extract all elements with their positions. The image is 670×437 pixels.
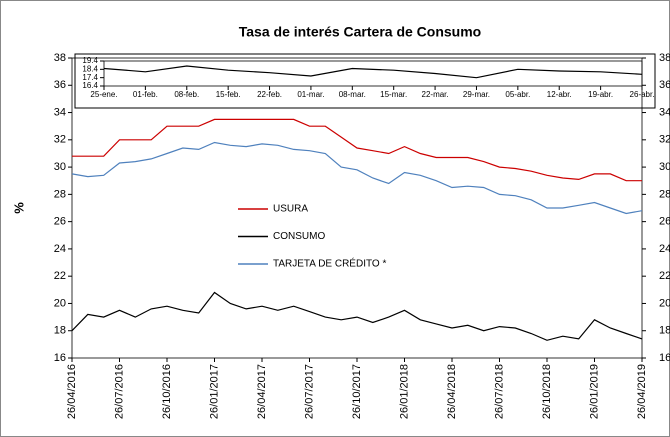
y-tick-label-right: 24	[659, 243, 670, 255]
series-line	[72, 118, 642, 182]
x-tick-label: 26-abr.	[630, 90, 655, 99]
x-tick-label: 26/04/2019	[636, 364, 648, 419]
y-tick-label-right: 20	[659, 297, 670, 309]
x-tick-label: 19-abr.	[588, 90, 613, 99]
y-tick-label: 16.4	[82, 81, 98, 90]
legend-label: CONSUMO	[273, 231, 325, 242]
legend-label: TARJETA DE CRÉDITO *	[273, 257, 386, 270]
y-tick-label: 18	[54, 325, 66, 337]
legend-label: USURA	[273, 204, 308, 215]
y-tick-label-right: 34	[659, 106, 670, 118]
y-tick-label-right: 28	[659, 188, 670, 200]
y-tick-label-right: 38	[659, 52, 670, 64]
x-tick-label: 12-abr.	[547, 90, 572, 99]
y-tick-label: 32	[54, 134, 66, 146]
y-tick-label-right: 30	[659, 161, 670, 173]
x-tick-label: 29-mar.	[463, 90, 490, 99]
y-tick-label: 20	[54, 297, 66, 309]
x-tick-label: 26/01/2017	[208, 364, 220, 419]
y-tick-label-right: 16	[659, 352, 670, 364]
y-tick-label-right: 26	[659, 216, 670, 228]
x-tick-label: 08-feb.	[174, 90, 199, 99]
x-tick-label: 05-abr.	[505, 90, 530, 99]
x-tick-label: 22-feb.	[257, 90, 282, 99]
x-tick-label: 26/10/2017	[351, 364, 363, 419]
y-tick-label-right: 36	[659, 79, 670, 91]
x-tick-label: 08-mar.	[339, 90, 366, 99]
x-tick-label: 01-mar.	[297, 90, 324, 99]
x-tick-label: 26/04/2018	[446, 364, 458, 419]
y-tick-label: 28	[54, 188, 66, 200]
series-line	[103, 65, 643, 79]
plot-area	[103, 60, 643, 87]
y-tick-label: 16	[54, 352, 66, 364]
y-tick-label: 17.4	[82, 73, 98, 82]
x-tick-label: 26/10/2018	[541, 364, 553, 419]
x-tick-label: 15-mar.	[380, 90, 407, 99]
y-tick-label: 30	[54, 161, 66, 173]
y-tick-label-right: 18	[659, 325, 670, 337]
x-tick-label: 26/01/2019	[588, 364, 600, 419]
y-tick-label-right: 22	[659, 270, 670, 282]
series-line	[71, 141, 643, 215]
y-tick-label-right: 32	[659, 134, 670, 146]
x-tick-label: 25-ene.	[90, 90, 117, 99]
x-tick-label: 26/07/2017	[303, 364, 315, 419]
y-tick-label: 26	[54, 216, 66, 228]
x-tick-label: 26/10/2016	[161, 364, 173, 419]
y-tick-label: 22	[54, 270, 66, 282]
x-tick-label: 26/01/2018	[398, 364, 410, 419]
y-tick-label: 19.4	[82, 56, 98, 65]
x-tick-label: 15-feb.	[216, 90, 241, 99]
series-line	[71, 291, 643, 341]
x-tick-label: 26/07/2018	[493, 364, 505, 419]
y-tick-label: 38	[54, 52, 66, 64]
y-axis-label: %	[11, 202, 26, 214]
y-tick-label: 24	[54, 243, 66, 255]
y-tick-label: 18.4	[82, 64, 98, 73]
x-tick-label: 01-feb.	[133, 90, 158, 99]
x-tick-label: 26/04/2016	[66, 364, 78, 419]
x-tick-label: 26/07/2016	[113, 364, 125, 419]
y-tick-label: 34	[54, 106, 66, 118]
y-tick-label: 36	[54, 79, 66, 91]
x-tick-label: 22-mar.	[422, 90, 449, 99]
x-tick-label: 26/04/2017	[256, 364, 268, 419]
inset-border	[74, 53, 656, 109]
chart-title: Tasa de interés Cartera de Consumo	[239, 24, 481, 40]
